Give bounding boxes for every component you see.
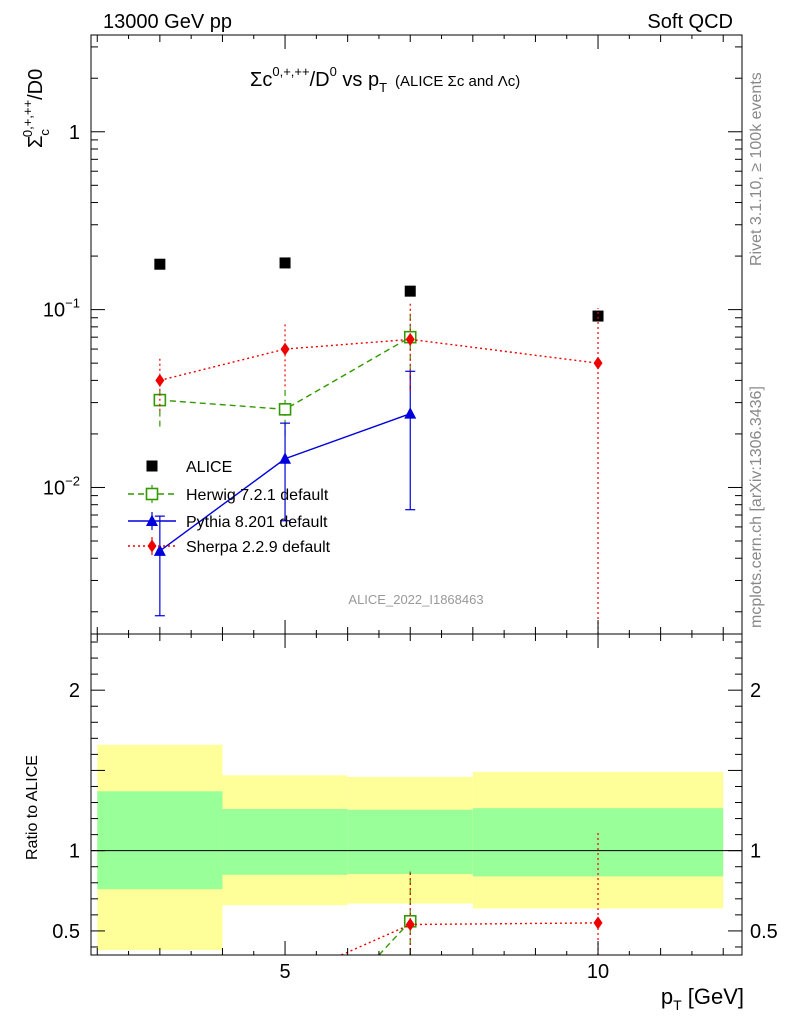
ratio-frame (90, 633, 743, 956)
ratio-sherpa-point (405, 918, 415, 932)
energy-label: 13000 GeV pp (103, 11, 232, 33)
main-panel-data (153, 257, 604, 634)
alice-point (592, 310, 604, 322)
plot-title: Σc0,+,++/D0 vs pT (ALICE Σc and Λc) (250, 64, 520, 95)
process-label: Soft QCD (647, 11, 733, 33)
y-tick-label-ratio: 2 (69, 680, 80, 702)
ratio-sherpa-line (341, 922, 599, 955)
alice-point (279, 257, 291, 269)
legend-label-sherpa: Sherpa 2.2.9 default (186, 539, 331, 556)
mcplots-label: mcplots.cern.ch [arXiv:1306.3436] (748, 386, 765, 628)
series-herwig (153, 309, 417, 436)
y-axis-label-main: Σc0,+,++/D0 (20, 69, 52, 148)
legend-marker-alice (146, 460, 158, 472)
y-tick-label-ratio: 1 (69, 841, 80, 863)
legend-label-herwig: Herwig 7.2.1 default (186, 487, 329, 504)
sherpa-point (405, 332, 415, 346)
pythia-point (404, 407, 417, 419)
pythia-point (153, 544, 166, 556)
legend-entry-herwig: Herwig 7.2.1 default (128, 485, 329, 504)
analysis-tag: ALICE_2022_I1868463 (348, 592, 483, 607)
legend-marker-pythia (146, 514, 158, 526)
legend-entry-alice: ALICE (146, 459, 232, 476)
series-pythia (153, 370, 417, 617)
x-tick-label: 5 (279, 961, 290, 983)
series-sherpa (155, 302, 603, 634)
y-axis-label-ratio: Ratio to ALICE (24, 755, 41, 860)
legend-marker-sherpa (147, 539, 157, 553)
sherpa-line (159, 338, 599, 382)
band-green-3 (472, 808, 724, 877)
x-axis-label: pT [GeV] (661, 984, 744, 1013)
legend-label-pythia: Pythia 8.201 default (186, 514, 328, 531)
y-tick-label-ratio-right: 0.5 (750, 921, 778, 943)
y-tick-label-main: 1 (69, 122, 80, 144)
y-tick-label-main: 10−1 (43, 296, 80, 322)
ratio-panel-data (341, 833, 603, 955)
herwig-point (278, 403, 292, 416)
y-tick-label-ratio: 0.5 (52, 921, 80, 943)
y-tick-label-ratio-right: 1 (750, 841, 761, 863)
ratio-sherpa-point (593, 916, 603, 930)
sherpa-point (155, 373, 165, 387)
axes-frames: 5 10 1 10−1 10−2 0.5 0.5 1 1 2 2 (43, 34, 778, 983)
sherpa-point (593, 356, 603, 370)
ratio-series-group (341, 833, 603, 955)
y-tick-label-ratio-right: 2 (750, 680, 761, 702)
rivet-version-label: Rivet 3.1.10, ≥ 100k events (748, 72, 765, 266)
pythia-point (279, 452, 292, 464)
band-green-1 (222, 808, 348, 875)
alice-point (154, 258, 166, 270)
x-tick-label: 10 (587, 961, 609, 983)
legend-entry-pythia: Pythia 8.201 default (128, 512, 328, 531)
legend: ALICE Herwig 7.2.1 default Pythia 8.201 de… (128, 459, 331, 556)
band-green-0 (97, 791, 223, 890)
legend-entry-sherpa: Sherpa 2.2.9 default (128, 537, 331, 556)
sherpa-point (280, 342, 290, 356)
y-tick-label-main: 10−2 (43, 473, 80, 499)
alice-point (404, 285, 416, 297)
ratio-series-sherpa (341, 833, 603, 955)
main-series-group (153, 257, 604, 634)
legend-marker-herwig (145, 487, 159, 501)
band-green-2 (347, 809, 473, 874)
ratio-herwig-line (378, 920, 411, 955)
legend-label-alice: ALICE (186, 459, 232, 476)
series-alice (154, 257, 604, 322)
